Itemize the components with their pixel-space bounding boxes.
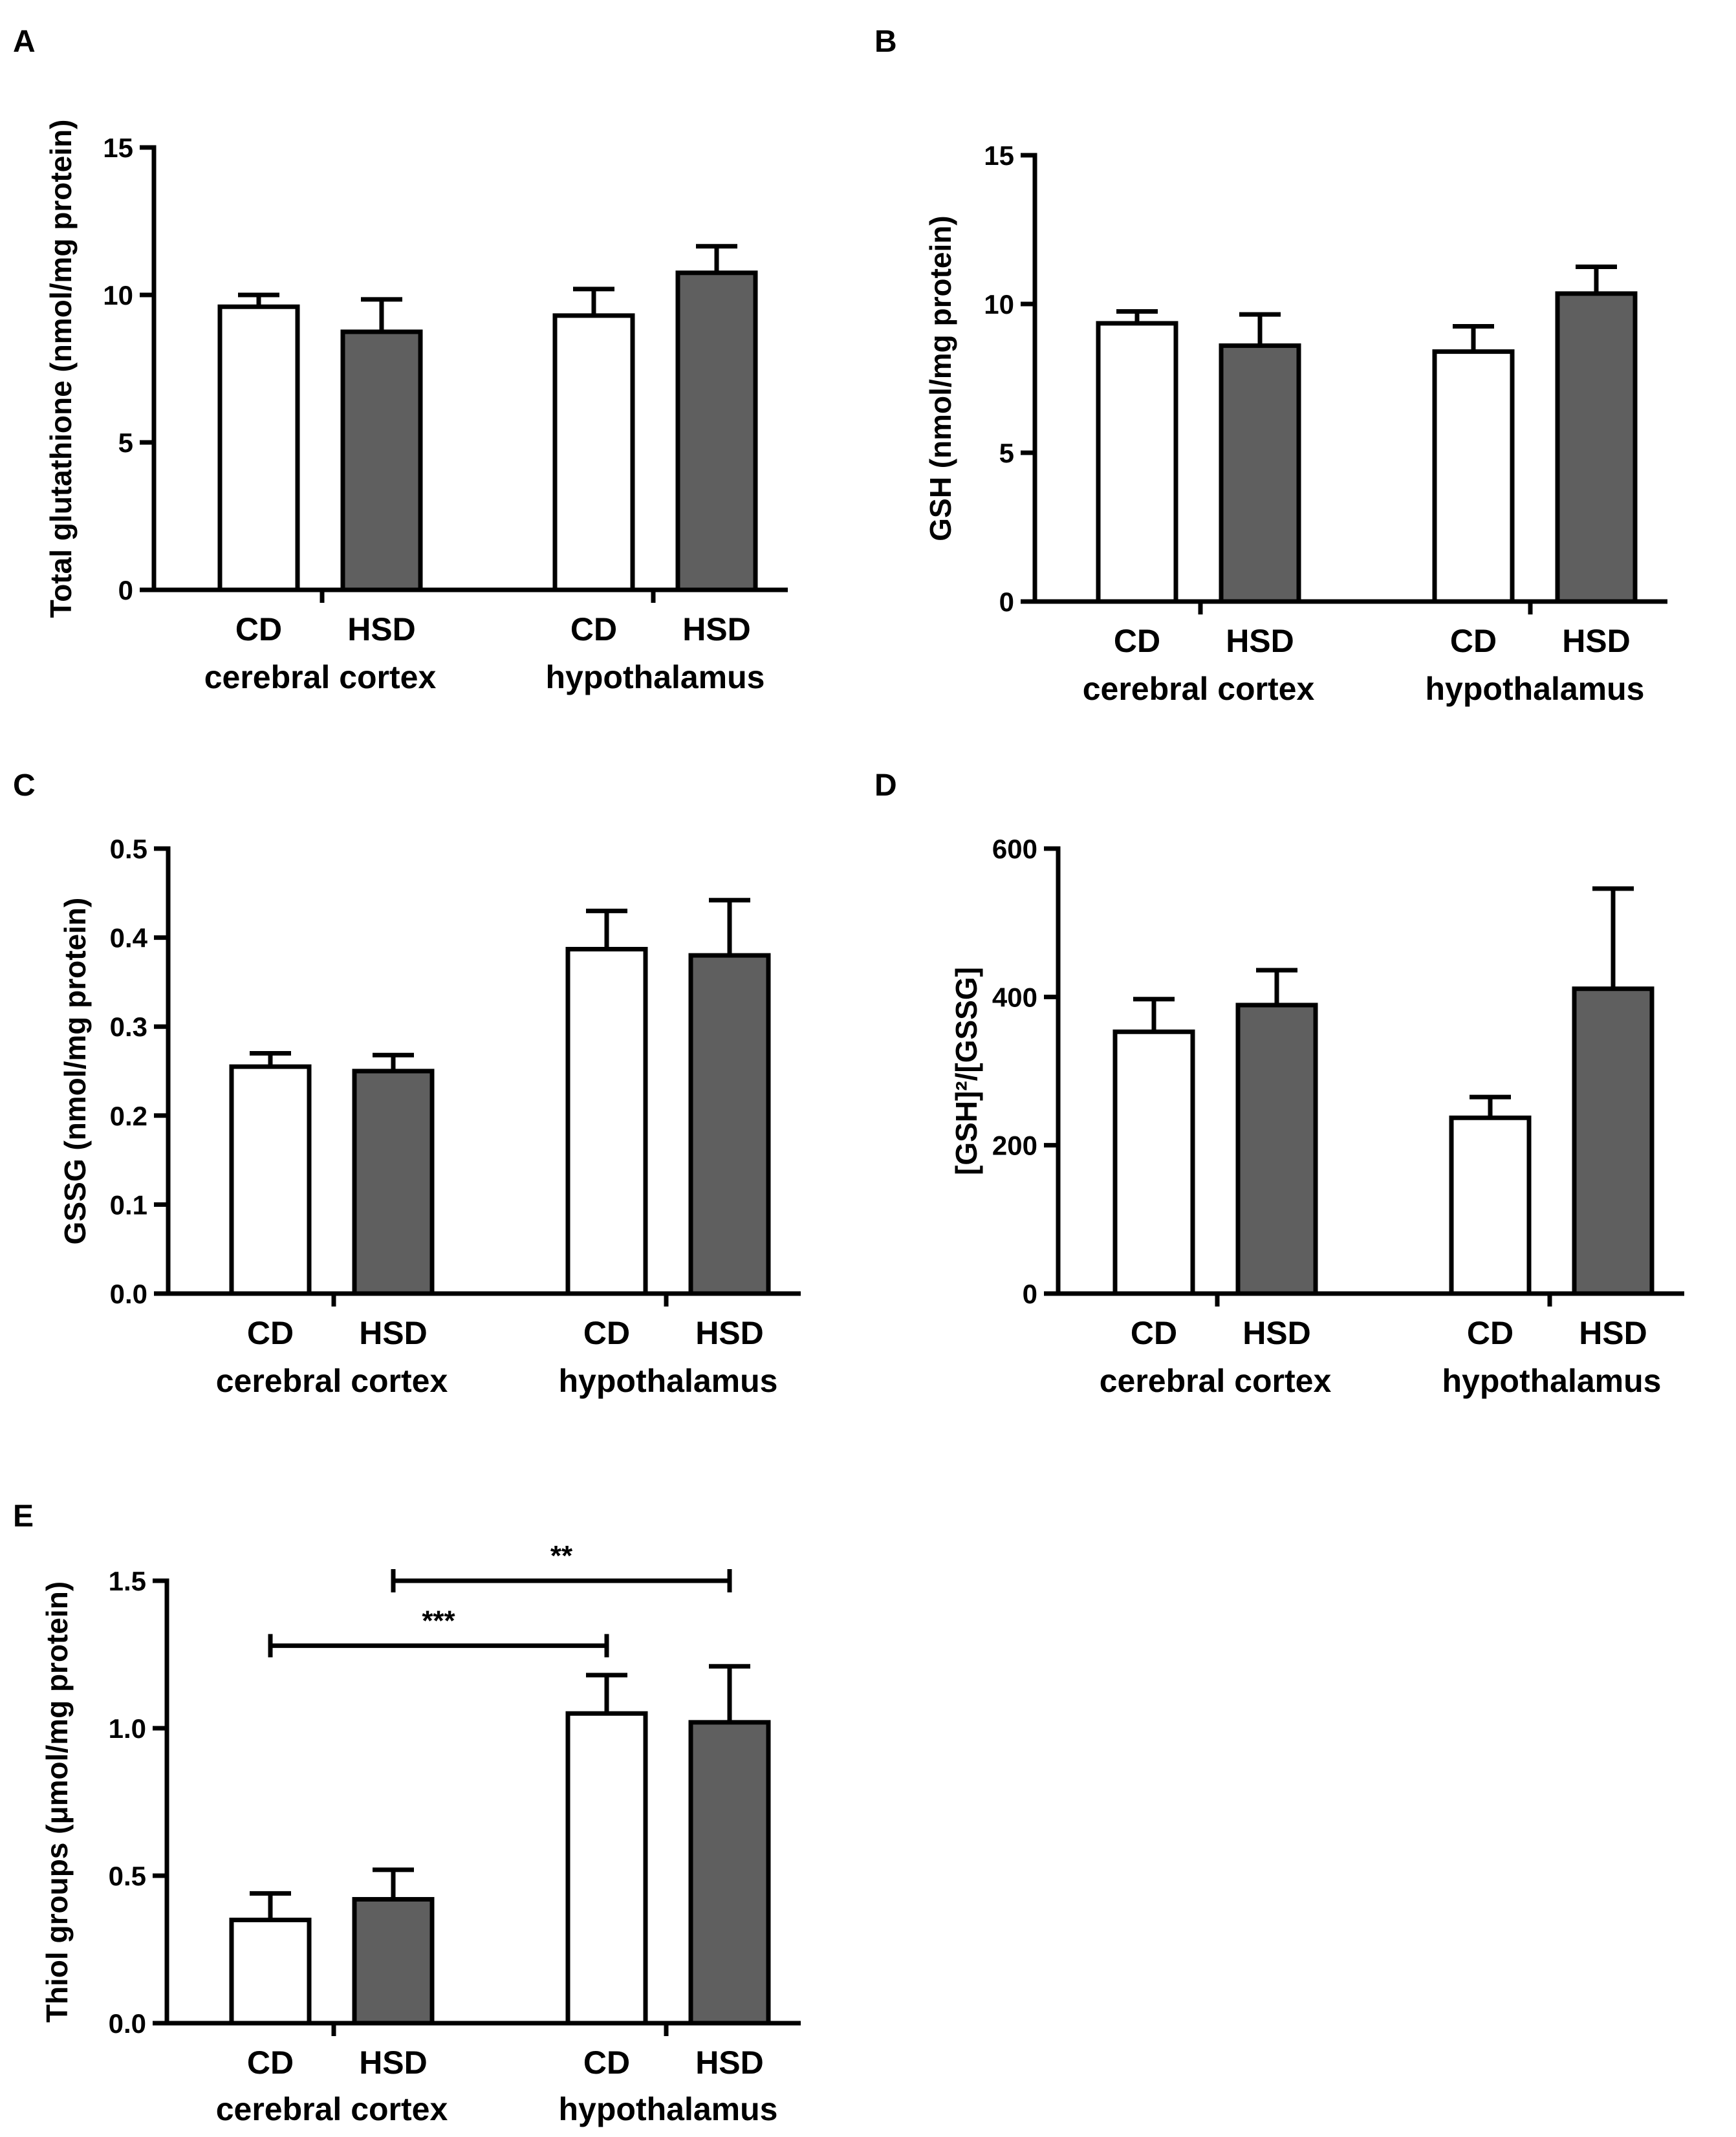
panel-a: A Total glutathione (nmol/mg protein) 0 5 10… xyxy=(13,25,788,695)
y-tick-label: 15 xyxy=(103,133,133,163)
bar-hsd xyxy=(352,1068,435,1296)
region-label: hypothalamus xyxy=(1442,1363,1662,1399)
category-label: CD xyxy=(570,611,617,647)
bar-hsd xyxy=(688,1720,771,2026)
bar-cd xyxy=(229,1917,312,2026)
y-tick-label: 10 xyxy=(984,289,1014,320)
panel-e: E Thiol groups (μmol/mg protein) 0.0 0.5 1.0… xyxy=(13,1499,801,2127)
category-label: CD xyxy=(247,2045,294,2081)
y-tick-label: 400 xyxy=(992,982,1037,1012)
y-tick-label: 0 xyxy=(999,587,1014,617)
y-tick-label: 200 xyxy=(992,1131,1037,1161)
y-tick-label: 10 xyxy=(103,280,133,310)
category-label: HSD xyxy=(347,611,416,647)
y-tick-label: 600 xyxy=(992,834,1037,864)
y-tick-label: 0.4 xyxy=(110,923,148,953)
category-label: CD xyxy=(1467,1315,1514,1351)
bar-cd xyxy=(552,313,635,592)
y-axis-title: Thiol groups (μmol/mg protein) xyxy=(40,1581,74,2023)
category-label: CD xyxy=(1131,1315,1177,1351)
panel-letter: E xyxy=(13,1499,34,1534)
panel-letter: A xyxy=(13,25,36,59)
y-tick-label: 0 xyxy=(1023,1279,1037,1309)
bar-hsd xyxy=(1235,1003,1318,1296)
y-axis-title: [GSH]²/[GSSG] xyxy=(949,967,983,1175)
y-tick-label: 0.0 xyxy=(110,1279,147,1309)
y-tick-label: 0 xyxy=(118,575,133,605)
category-label: CD xyxy=(247,1315,294,1351)
region-label: cerebral cortex xyxy=(216,2091,448,2127)
region-label: hypothalamus xyxy=(559,2091,778,2127)
y-tick-label: 15 xyxy=(984,140,1014,171)
region-label: cerebral cortex xyxy=(216,1363,448,1399)
y-axis-title: Total glutathione (nmol/mg protein) xyxy=(44,120,78,618)
panel-d: D [GSH]²/[GSSG] 0 200 400 600 CD HSD cerebral co… xyxy=(874,768,1684,1399)
y-tick-label: 0.3 xyxy=(110,1012,147,1042)
region-label: hypothalamus xyxy=(559,1363,778,1399)
category-label: HSD xyxy=(1226,623,1294,659)
panel-letter: D xyxy=(874,768,897,803)
category-label: CD xyxy=(583,1315,630,1351)
y-tick-label: 5 xyxy=(999,438,1014,468)
category-label: HSD xyxy=(359,2045,428,2081)
bar-cd xyxy=(1112,1029,1195,1296)
region-label: hypothalamus xyxy=(1426,671,1645,707)
category-label: CD xyxy=(235,611,282,647)
bar-cd xyxy=(1096,321,1178,604)
y-tick-label: 1.5 xyxy=(109,1566,146,1596)
bar-cd xyxy=(565,946,648,1296)
region-label: cerebral cortex xyxy=(1083,671,1315,707)
y-tick-label: 1.0 xyxy=(109,1713,146,1744)
region-label: cerebral cortex xyxy=(1100,1363,1332,1399)
panel-letter: C xyxy=(13,768,36,803)
category-label: CD xyxy=(1450,623,1497,659)
y-tick-label: 0.0 xyxy=(109,2008,146,2039)
bar-cd xyxy=(1432,349,1515,604)
y-tick-label: 0.1 xyxy=(110,1189,147,1220)
bar-hsd xyxy=(1572,986,1655,1296)
panel-c: C GSSG (nmol/mg protein) 0.0 0.1 0.2 0.3 0.4 0.… xyxy=(13,768,801,1399)
significance-label: *** xyxy=(422,1605,455,1636)
bar-hsd xyxy=(1555,291,1638,604)
bar-hsd xyxy=(340,329,423,592)
category-label: HSD xyxy=(1579,1315,1647,1351)
category-label: HSD xyxy=(695,1315,764,1351)
y-tick-label: 0.5 xyxy=(110,834,147,864)
bar-cd xyxy=(1449,1115,1532,1296)
region-label: hypothalamus xyxy=(546,659,765,695)
y-axis-title: GSSG (nmol/mg protein) xyxy=(58,898,92,1245)
significance-label: ** xyxy=(550,1540,573,1572)
region-label: cerebral cortex xyxy=(204,659,437,695)
y-tick-label: 0.5 xyxy=(109,1861,146,1891)
y-tick-label: 0.2 xyxy=(110,1101,147,1131)
category-label: HSD xyxy=(1242,1315,1311,1351)
y-axis-title: GSH (nmol/mg protein) xyxy=(924,215,957,541)
bar-hsd xyxy=(675,270,758,592)
category-label: CD xyxy=(583,2045,630,2081)
bar-cd xyxy=(217,304,300,592)
panel-b: B GSH (nmol/mg protein) 0 5 10 15 CD HSD cerebra… xyxy=(874,25,1667,707)
category-label: CD xyxy=(1114,623,1160,659)
category-label: HSD xyxy=(695,2045,764,2081)
category-label: HSD xyxy=(359,1315,428,1351)
bar-hsd xyxy=(1219,343,1301,604)
bar-cd xyxy=(229,1064,312,1296)
bar-hsd xyxy=(688,953,771,1296)
category-label: HSD xyxy=(1562,623,1631,659)
panel-letter: B xyxy=(874,25,897,59)
category-label: HSD xyxy=(682,611,751,647)
bar-hsd xyxy=(352,1896,435,2026)
y-tick-label: 5 xyxy=(118,428,133,458)
bar-cd xyxy=(565,1711,648,2026)
